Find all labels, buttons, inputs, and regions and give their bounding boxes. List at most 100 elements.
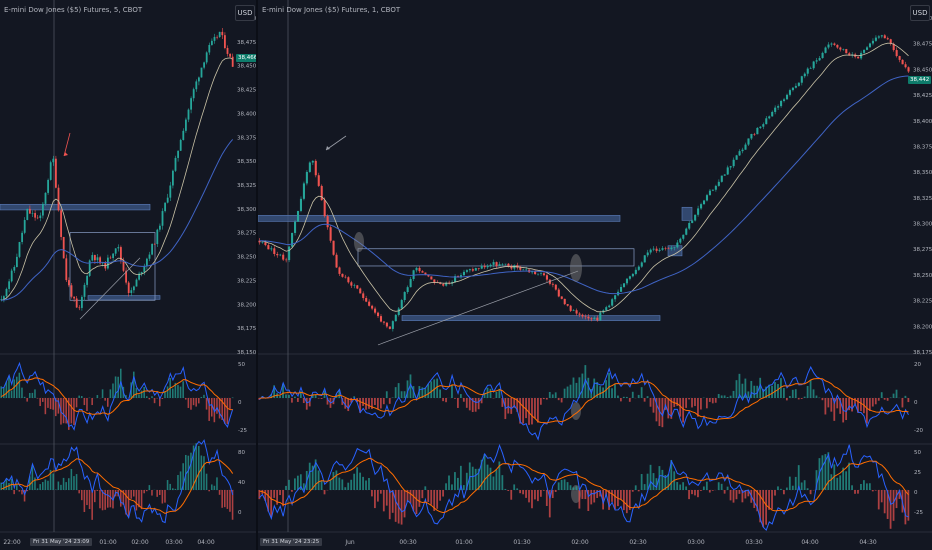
histogram-bar bbox=[498, 388, 501, 398]
candle-body bbox=[780, 100, 783, 107]
histogram-bar bbox=[52, 473, 54, 490]
price-axis-label: 38,475 bbox=[237, 40, 256, 46]
histogram-bar bbox=[522, 490, 524, 495]
histogram-bar bbox=[783, 490, 785, 495]
histogram-bar bbox=[566, 482, 569, 490]
candle-body bbox=[406, 287, 409, 293]
histogram-bar bbox=[47, 480, 49, 490]
candle-body bbox=[620, 286, 623, 292]
candle-body bbox=[65, 258, 68, 281]
macd-line bbox=[259, 365, 909, 441]
time-axis-label: 01:00 bbox=[455, 539, 472, 546]
histogram-bar bbox=[166, 386, 169, 398]
histogram-bar bbox=[356, 467, 359, 490]
candle-body bbox=[216, 36, 219, 38]
histogram-bar bbox=[800, 482, 803, 490]
histogram-bar bbox=[83, 398, 86, 406]
candle-body bbox=[388, 326, 391, 329]
histogram-bar bbox=[785, 398, 788, 401]
histogram-bar bbox=[67, 478, 70, 490]
price-axis-label: 38,475 bbox=[913, 42, 932, 48]
histogram-bar bbox=[833, 398, 836, 421]
histogram-bar bbox=[501, 475, 504, 490]
histogram-bar bbox=[483, 453, 486, 490]
candle-body bbox=[359, 288, 362, 294]
histogram-bar bbox=[652, 398, 655, 413]
histogram-bar bbox=[78, 395, 80, 398]
histogram-bar bbox=[723, 490, 726, 494]
right-chart-panel[interactable]: 38,50038,47538,45038,42538,40038,37538,3… bbox=[258, 0, 932, 550]
histogram-bar bbox=[747, 391, 750, 398]
histogram-bar bbox=[296, 475, 299, 490]
histogram-bar bbox=[279, 490, 281, 496]
histogram-bar bbox=[774, 490, 776, 496]
candle-body bbox=[195, 81, 198, 90]
histogram-bar bbox=[28, 392, 31, 398]
candle-body bbox=[148, 254, 151, 259]
histogram-bar bbox=[311, 394, 314, 398]
candle-body bbox=[889, 39, 892, 44]
candle-body bbox=[777, 106, 780, 108]
candle-body bbox=[279, 254, 282, 256]
histogram-bar bbox=[780, 378, 782, 398]
candle-body bbox=[863, 49, 866, 53]
highlight-ellipse bbox=[570, 254, 582, 282]
right-currency-button[interactable]: USD bbox=[910, 5, 930, 21]
histogram-bar bbox=[109, 490, 112, 508]
histogram-bar bbox=[104, 490, 106, 510]
histogram-bar bbox=[738, 373, 741, 398]
left-chart-panel[interactable]: 38,50038,47538,45038,42538,40038,37538,3… bbox=[0, 0, 260, 550]
histogram-bar bbox=[889, 490, 892, 529]
candle-body bbox=[797, 82, 800, 86]
pane-divider[interactable] bbox=[256, 0, 258, 550]
histogram-bar bbox=[190, 452, 192, 490]
candle-body bbox=[711, 189, 714, 191]
histogram-bar bbox=[827, 398, 830, 408]
candle-body bbox=[836, 44, 839, 48]
right-chart-title[interactable]: E-mini Dow Jones ($5) Futures, 1, CBOT bbox=[262, 6, 401, 14]
histogram-bar bbox=[436, 490, 439, 509]
candle-body bbox=[649, 249, 652, 253]
histogram-bar bbox=[682, 398, 685, 423]
histogram-bar bbox=[581, 490, 584, 499]
candle-body bbox=[409, 279, 412, 288]
histogram-bar bbox=[122, 490, 125, 505]
candle-body bbox=[723, 174, 726, 176]
histogram-bar bbox=[809, 490, 812, 495]
candle-body bbox=[117, 247, 120, 249]
histogram-bar bbox=[605, 380, 607, 398]
histogram-bar bbox=[777, 486, 779, 490]
histogram-bar bbox=[223, 490, 226, 508]
histogram-bar bbox=[667, 474, 670, 490]
histogram-bar bbox=[96, 490, 99, 491]
histogram-bar bbox=[670, 460, 673, 490]
histogram-bar bbox=[433, 490, 436, 511]
histogram-bar bbox=[628, 490, 631, 510]
histogram-bar bbox=[830, 398, 833, 412]
left-chart-canvas[interactable]: 38,50038,47538,45038,42538,40038,37538,3… bbox=[0, 0, 256, 550]
histogram-bar bbox=[374, 490, 376, 509]
candle-body bbox=[883, 35, 886, 39]
right-chart-canvas[interactable]: 38,50038,47538,45038,42538,40038,37538,3… bbox=[258, 0, 932, 550]
histogram-bar bbox=[865, 483, 868, 490]
candle-body bbox=[694, 214, 697, 221]
histogram-bar bbox=[171, 388, 174, 398]
candle-body bbox=[468, 269, 471, 271]
left-currency-button[interactable]: USD bbox=[235, 5, 255, 21]
histogram-bar bbox=[184, 398, 187, 400]
histogram-bar bbox=[86, 490, 88, 506]
candle-body bbox=[753, 133, 756, 135]
histogram-bar bbox=[341, 479, 344, 490]
histogram-bar bbox=[528, 490, 530, 503]
histogram-bar bbox=[886, 490, 889, 519]
candle-body bbox=[184, 119, 187, 131]
macd-line bbox=[259, 443, 909, 531]
histogram-bar bbox=[445, 398, 447, 403]
histogram-bar bbox=[534, 490, 536, 500]
candle-body bbox=[667, 248, 670, 250]
oscillator-axis-label: -25 bbox=[238, 428, 247, 434]
left-chart-title[interactable]: E-mini Dow Jones ($5) Futures, 5, CBOT bbox=[4, 6, 143, 14]
histogram-bar bbox=[216, 477, 218, 490]
candle-body bbox=[845, 49, 848, 54]
histogram-bar bbox=[765, 386, 768, 398]
